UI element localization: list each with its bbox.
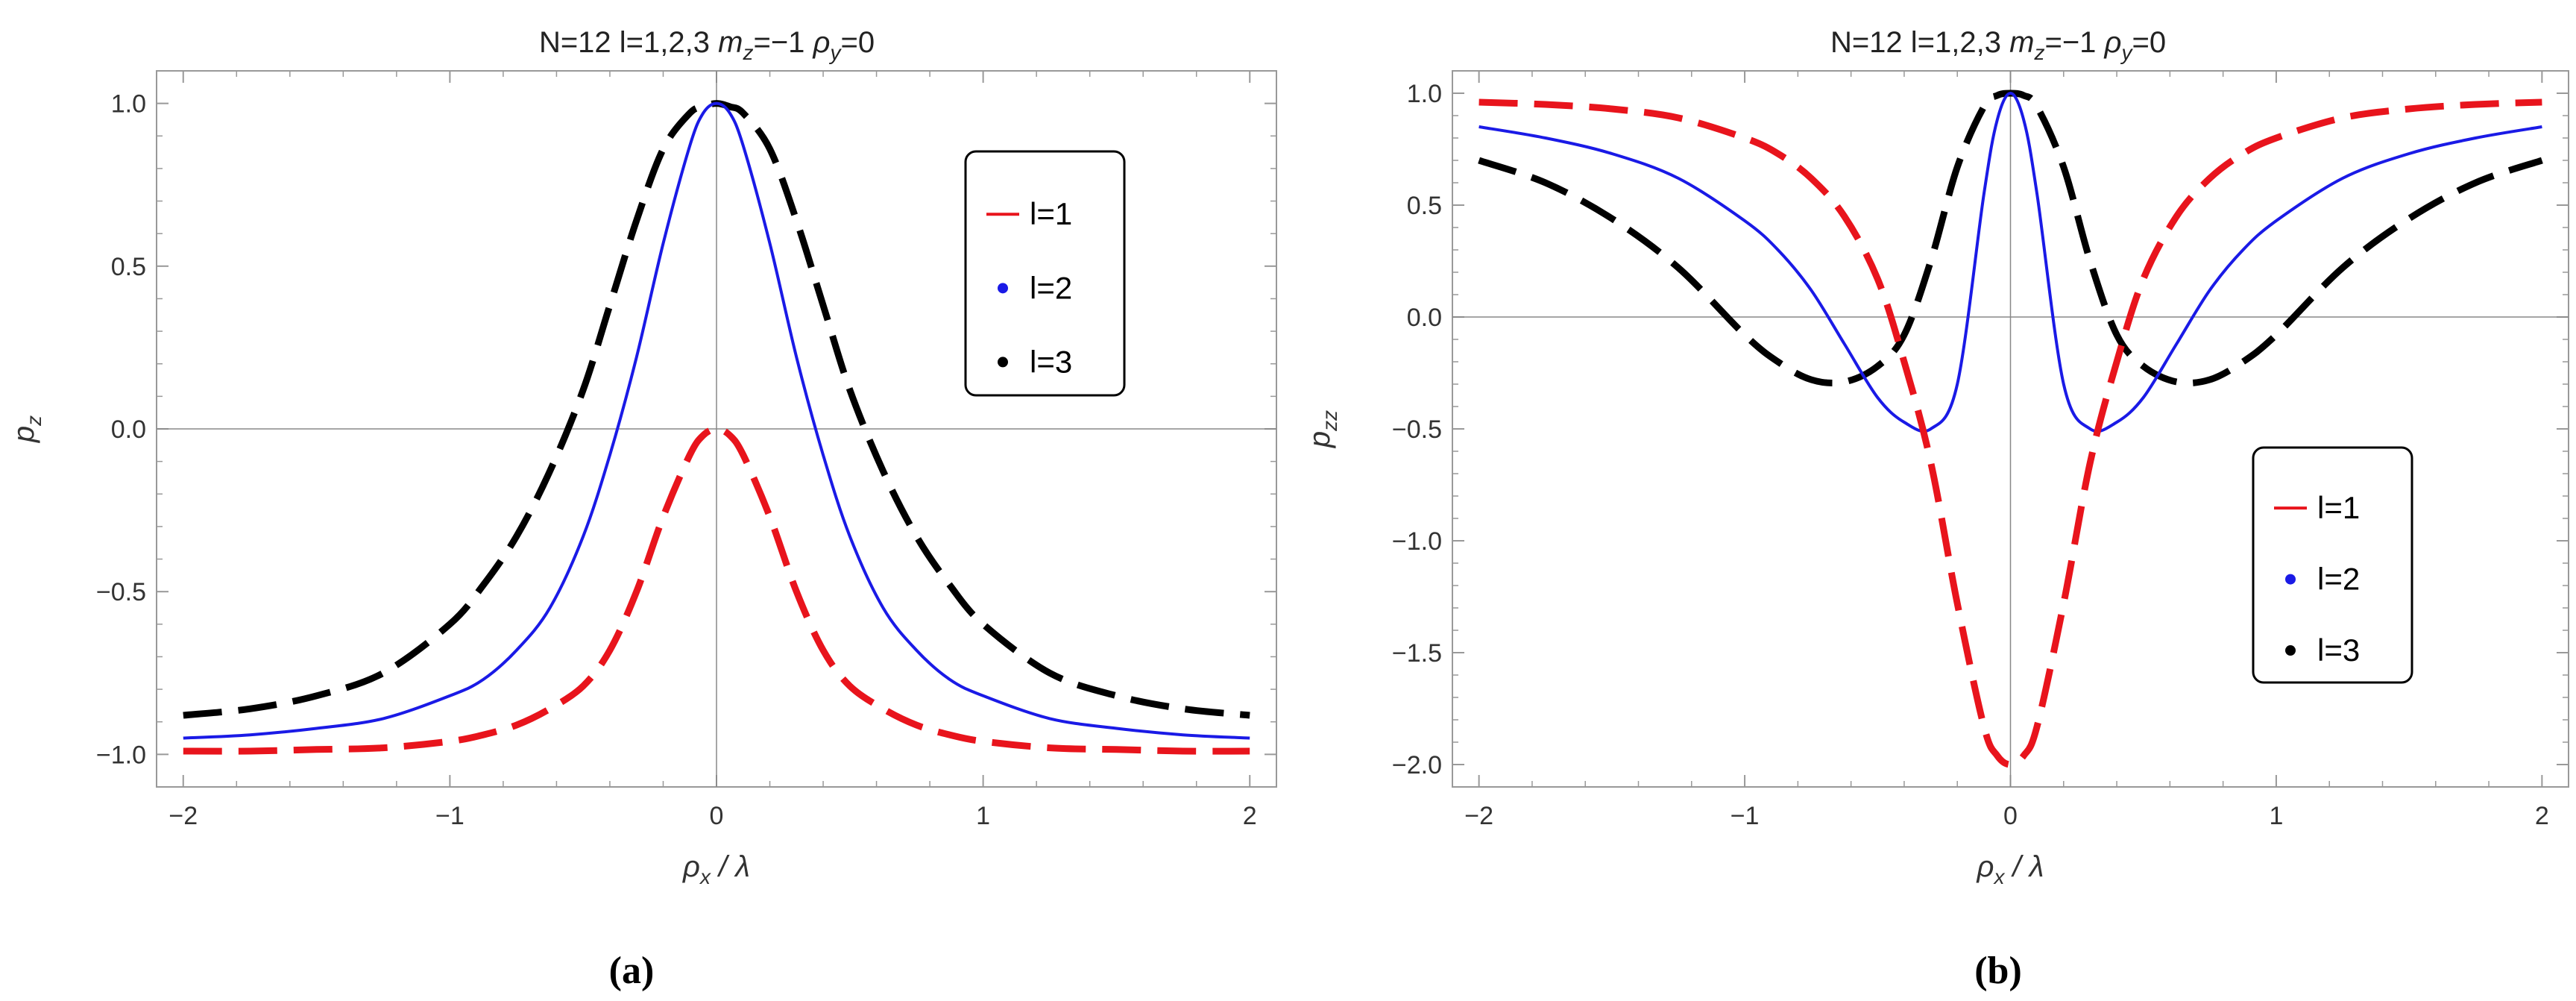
- legend-dot-marker: [998, 357, 1008, 368]
- x-tick-label: 2: [2535, 802, 2549, 830]
- legend-label: l=3: [2317, 633, 2360, 668]
- legend-dot-marker: [998, 283, 1008, 294]
- x-axis-label: ρx / λ: [682, 850, 750, 888]
- panel-label: (a): [609, 950, 655, 992]
- panel-label: (b): [1974, 950, 2022, 992]
- y-tick-label: 0.5: [1407, 192, 1442, 220]
- chart-panel-1: −2 −1 0 1 2 −1.0 −0.5 0.0 0.5 1.0 N=12 l=1,2,3 mz=…: [7, 26, 1277, 992]
- legend-label: l=3: [1030, 344, 1072, 379]
- legend-label: l=2: [2317, 562, 2360, 597]
- chart-title: N=12 l=1,2,3 mz=−1 ρy=0: [539, 26, 875, 64]
- y-tick-label: −1.0: [96, 741, 146, 769]
- x-tick-label: 1: [2269, 802, 2283, 830]
- legend-box: [964, 150, 1126, 397]
- x-tick-label: −2: [169, 802, 198, 830]
- legend: l=1 l=2 l=3: [964, 150, 1126, 397]
- x-axis-label: ρx / λ: [1977, 850, 2044, 888]
- x-tick-label: 1: [976, 802, 990, 830]
- legend-label: l=1: [2317, 490, 2360, 525]
- legend: l=1 l=2 l=3: [2252, 446, 2413, 684]
- y-tick-label: 0.0: [1407, 304, 1442, 332]
- x-tick-label: 0: [2003, 802, 2018, 830]
- y-tick-label: −0.5: [1392, 415, 1442, 444]
- x-tick-label: −2: [1464, 802, 1493, 830]
- y-tick-label: −2.0: [1392, 751, 1442, 779]
- series-line-l1: [1478, 98, 2542, 768]
- legend-label: l=2: [1030, 270, 1072, 305]
- x-tick-label: −1: [1731, 802, 1760, 830]
- series-line-l1: [183, 425, 1250, 755]
- y-axis-label: pz: [7, 415, 45, 443]
- chart-title: N=12 l=1,2,3 mz=−1 ρy=0: [1830, 26, 2166, 64]
- legend-label: l=1: [1030, 196, 1072, 231]
- y-tick-label: 0.0: [111, 415, 146, 444]
- legend-dot-marker: [2285, 645, 2296, 656]
- y-tick-label: 0.5: [111, 253, 146, 281]
- y-tick-label: 1.0: [111, 90, 146, 119]
- x-tick-label: −1: [435, 802, 465, 830]
- legend-box: [2252, 446, 2413, 684]
- y-axis-label: pzz: [1303, 410, 1341, 448]
- y-tick-label: −0.5: [96, 578, 146, 606]
- legend-dot-marker: [2285, 574, 2296, 585]
- series-line-l2: [1478, 92, 2542, 433]
- x-tick-label: 0: [710, 802, 724, 830]
- y-tick-label: −1.0: [1392, 527, 1442, 556]
- x-tick-label: 2: [1243, 802, 1257, 830]
- y-tick-label: −1.5: [1392, 639, 1442, 668]
- chart-panel-2: −2 −1 0 1 2 −2.0 −1.5 −1.0 −0.5 0.0 0.5 1.0 N=12 l=1…: [1303, 26, 2569, 992]
- series-line-l2: [183, 101, 1250, 740]
- y-tick-label: 1.0: [1407, 80, 1442, 108]
